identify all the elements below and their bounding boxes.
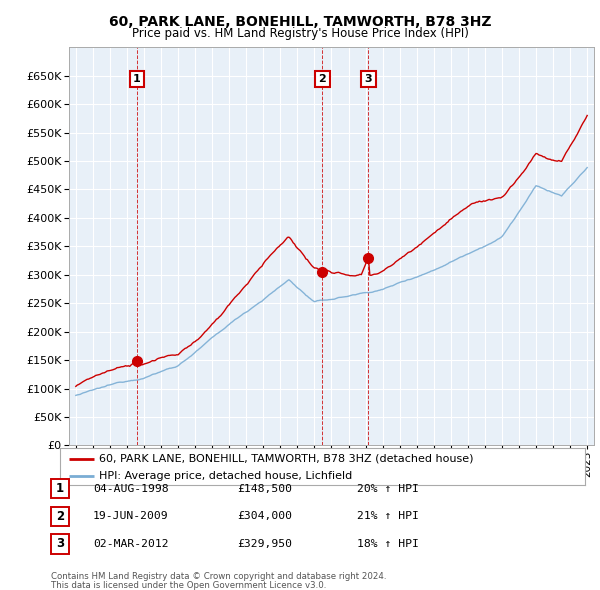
Text: 02-MAR-2012: 02-MAR-2012 <box>93 539 169 549</box>
Text: 04-AUG-1998: 04-AUG-1998 <box>93 484 169 493</box>
Text: 1: 1 <box>133 74 141 84</box>
Text: Price paid vs. HM Land Registry's House Price Index (HPI): Price paid vs. HM Land Registry's House … <box>131 27 469 40</box>
Text: HPI: Average price, detached house, Lichfield: HPI: Average price, detached house, Lich… <box>100 471 353 481</box>
Text: 18% ↑ HPI: 18% ↑ HPI <box>357 539 419 549</box>
Text: 20% ↑ HPI: 20% ↑ HPI <box>357 484 419 493</box>
Text: 2: 2 <box>56 510 64 523</box>
Text: This data is licensed under the Open Government Licence v3.0.: This data is licensed under the Open Gov… <box>51 581 326 589</box>
Text: 1: 1 <box>56 482 64 495</box>
Text: 21% ↑ HPI: 21% ↑ HPI <box>357 512 419 521</box>
Text: 60, PARK LANE, BONEHILL, TAMWORTH, B78 3HZ: 60, PARK LANE, BONEHILL, TAMWORTH, B78 3… <box>109 15 491 29</box>
Text: 2: 2 <box>319 74 326 84</box>
Text: 3: 3 <box>56 537 64 550</box>
Text: £148,500: £148,500 <box>237 484 292 493</box>
Text: 3: 3 <box>365 74 373 84</box>
Text: 60, PARK LANE, BONEHILL, TAMWORTH, B78 3HZ (detached house): 60, PARK LANE, BONEHILL, TAMWORTH, B78 3… <box>100 454 474 464</box>
Text: £304,000: £304,000 <box>237 512 292 521</box>
Text: Contains HM Land Registry data © Crown copyright and database right 2024.: Contains HM Land Registry data © Crown c… <box>51 572 386 581</box>
Text: £329,950: £329,950 <box>237 539 292 549</box>
Text: 19-JUN-2009: 19-JUN-2009 <box>93 512 169 521</box>
